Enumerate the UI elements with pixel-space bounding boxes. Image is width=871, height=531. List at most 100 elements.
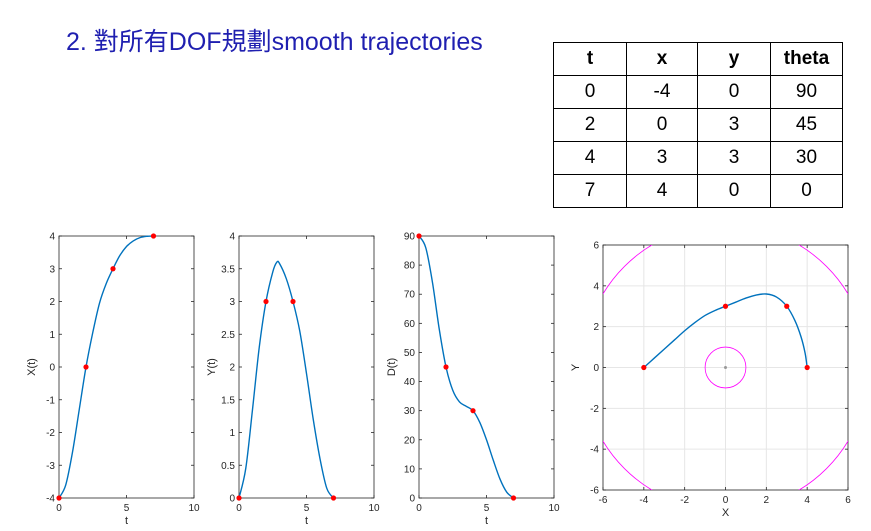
x-tick-label: 0 xyxy=(56,503,62,514)
y-tick-label: 0 xyxy=(229,494,235,505)
waypoint-marker xyxy=(83,364,89,370)
y-tick-label: 2 xyxy=(229,363,235,374)
waypoint-marker xyxy=(641,364,647,371)
y-tick-label: -1 xyxy=(46,395,55,406)
waypoint-marker xyxy=(784,303,790,309)
table-row: 0 -4 0 90 xyxy=(553,75,843,109)
table-cell: 30 xyxy=(770,141,843,175)
table-cell: 3 xyxy=(626,141,698,175)
x-axis-label: t xyxy=(305,515,308,527)
x-tick-label: -2 xyxy=(680,495,689,506)
y-axis-label: Y xyxy=(570,363,582,371)
header-t: t xyxy=(553,42,627,76)
table-header-row: t x y theta xyxy=(553,42,843,76)
y-tick-label: 2 xyxy=(593,322,599,333)
x-axis-label: X xyxy=(722,507,730,519)
waypoint-marker xyxy=(56,495,62,501)
waypoint-marker xyxy=(236,495,242,501)
y-tick-label: -4 xyxy=(590,445,599,456)
y-tick-label: 20 xyxy=(404,435,416,446)
y-tick-label: 4 xyxy=(593,281,599,292)
y-tick-label: 1 xyxy=(49,330,55,341)
y-tick-label: 0 xyxy=(49,363,55,374)
plot-frame xyxy=(418,235,555,499)
trajectory-curve xyxy=(643,293,808,369)
y-tick-label: -6 xyxy=(590,486,599,497)
y-tick-label: -2 xyxy=(46,428,55,439)
y-tick-label: 0 xyxy=(409,494,415,505)
y-tick-label: -2 xyxy=(590,404,599,415)
y-tick-label: 1 xyxy=(229,428,235,439)
y-tick-label: 10 xyxy=(404,464,416,475)
table-cell: 7 xyxy=(553,174,627,208)
plot-frame xyxy=(238,235,375,499)
y-tick-label: 2.5 xyxy=(221,330,235,341)
y-tick-label: 0.5 xyxy=(221,461,235,472)
trajectory-curve xyxy=(58,235,154,499)
y-tick-label: -3 xyxy=(46,461,55,472)
waypoint-marker xyxy=(443,364,449,370)
y-tick-label: 3.5 xyxy=(221,264,235,275)
x-tick-label: 0 xyxy=(416,503,422,514)
slide-title: 2. 對所有DOF規劃smooth trajectories xyxy=(66,28,483,56)
header-theta: theta xyxy=(770,42,843,76)
trajectory-curve xyxy=(418,235,514,499)
table-cell: 4 xyxy=(626,174,698,208)
y-tick-label: 70 xyxy=(404,290,416,301)
y-axis-label: D(t) xyxy=(386,358,398,376)
waypoint-marker xyxy=(330,495,337,501)
origin-point xyxy=(724,366,727,369)
x-tick-label: 0 xyxy=(723,495,729,506)
y-tick-label: 3 xyxy=(229,297,235,308)
x-tick-label: 5 xyxy=(304,503,310,514)
waypoint-marker xyxy=(510,495,517,501)
waypoint-marker xyxy=(290,298,296,305)
table-cell: 0 xyxy=(697,75,771,109)
plot-frame xyxy=(58,235,195,499)
x-tick-label: 0 xyxy=(236,503,242,514)
y-tick-label: 1.5 xyxy=(221,395,235,406)
y-axis-label: Y(t) xyxy=(206,358,218,376)
x-tick-label: 6 xyxy=(845,495,851,506)
x-tick-label: 2 xyxy=(764,495,770,506)
table-cell: -4 xyxy=(626,75,698,109)
x-tick-label: 4 xyxy=(804,495,810,506)
waypoint-marker xyxy=(110,266,116,272)
y-tick-label: 2 xyxy=(49,297,55,308)
y-tick-label: 30 xyxy=(404,406,416,417)
y-tick-label: 40 xyxy=(404,377,416,388)
table-cell: 0 xyxy=(770,174,843,208)
x-tick-label: -4 xyxy=(639,495,648,506)
waypoint-marker xyxy=(470,408,476,414)
y-tick-label: -4 xyxy=(46,494,55,505)
y-tick-label: 3 xyxy=(49,264,55,275)
table-row: 2 0 3 45 xyxy=(553,108,843,142)
y-tick-label: 6 xyxy=(593,241,599,252)
table-cell: 45 xyxy=(770,108,843,142)
waypoint-marker xyxy=(416,233,422,239)
chart-3: 0 5 10 0 10 20 30 40 50 60 70 80 90 t D(t) xyxy=(386,232,560,528)
table-row: 7 4 0 0 xyxy=(553,174,843,208)
table-cell: 0 xyxy=(697,174,771,208)
waypoint-marker xyxy=(722,303,729,309)
y-tick-label: 80 xyxy=(404,261,416,272)
x-axis-label: t xyxy=(125,515,128,527)
x-axis-label: t xyxy=(485,515,488,527)
x-tick-label: 10 xyxy=(368,503,380,514)
waypoint-marker xyxy=(150,233,157,239)
table-cell: 0 xyxy=(553,75,627,109)
x-tick-label: 5 xyxy=(124,503,130,514)
x-tick-label: -6 xyxy=(599,495,608,506)
chart-4: -6 -4 -2 0 2 4 6 -6 -4 -2 0 2 4 6 X Y xyxy=(570,241,851,520)
dof-table: t x y theta 0 -4 0 90 2 0 3 45 4 3 3 30 … xyxy=(553,42,843,208)
boundary-circle xyxy=(704,346,747,389)
y-axis-label: X(t) xyxy=(26,358,38,376)
waypoint-marker xyxy=(263,298,269,305)
x-tick-label: 5 xyxy=(484,503,490,514)
y-tick-label: 0 xyxy=(593,363,599,374)
y-tick-label: 90 xyxy=(404,232,416,243)
chart-2: 0 5 10 0 0.5 1 1.5 2 2.5 3 3.5 4 t Y(t) xyxy=(206,232,380,528)
x-tick-label: 10 xyxy=(548,503,560,514)
y-tick-label: 4 xyxy=(49,232,55,243)
